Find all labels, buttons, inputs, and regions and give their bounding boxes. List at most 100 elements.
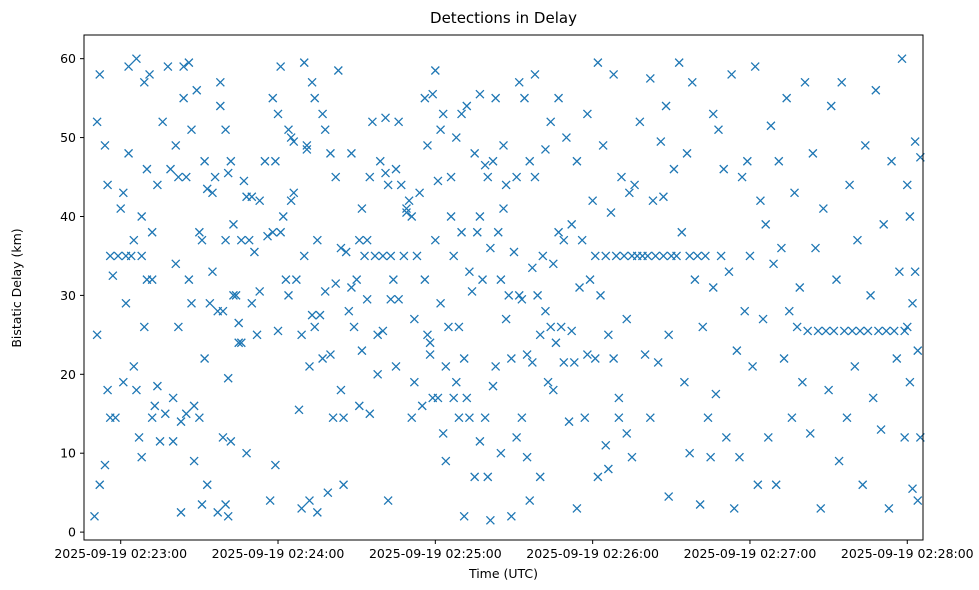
data-point	[194, 227, 204, 237]
data-point	[284, 290, 293, 300]
data-point	[103, 385, 113, 395]
data-point	[307, 310, 317, 320]
data-point	[682, 148, 692, 158]
data-point	[244, 235, 254, 245]
data-point	[527, 263, 537, 273]
data-point	[402, 208, 411, 217]
data-point	[551, 338, 561, 348]
data-point	[905, 377, 915, 387]
data-point	[176, 417, 186, 427]
data-point	[391, 361, 401, 371]
data-point	[336, 243, 346, 253]
data-point	[407, 413, 417, 423]
data-point	[472, 227, 482, 237]
data-point	[215, 77, 225, 87]
data-point	[276, 227, 286, 237]
data-point	[291, 275, 301, 285]
data-point	[236, 338, 246, 348]
data-point	[378, 326, 388, 336]
data-point	[202, 480, 212, 490]
data-point	[624, 188, 634, 198]
data-point	[299, 58, 309, 68]
data-point	[286, 133, 296, 143]
data-point	[383, 180, 393, 190]
data-point	[409, 314, 419, 324]
data-point	[517, 413, 527, 423]
data-point	[226, 156, 236, 166]
data-point	[441, 456, 451, 466]
data-point	[656, 137, 666, 146]
data-point	[685, 448, 695, 458]
data-point	[501, 314, 511, 324]
data-point	[443, 322, 453, 332]
data-point	[567, 219, 577, 229]
data-point	[567, 326, 577, 336]
data-point	[879, 219, 889, 229]
data-point	[451, 377, 461, 387]
y-tick-label: 60	[60, 51, 76, 66]
data-point	[860, 141, 870, 150]
data-point	[894, 267, 904, 277]
data-point	[171, 259, 181, 269]
data-point	[868, 393, 878, 403]
data-point	[139, 77, 149, 87]
data-point	[428, 89, 438, 99]
data-point	[724, 267, 734, 277]
data-point	[436, 125, 446, 135]
data-point	[535, 472, 545, 482]
data-point	[423, 141, 432, 150]
data-point	[622, 429, 632, 438]
data-point	[145, 69, 155, 79]
data-point	[611, 251, 621, 261]
data-point	[137, 251, 147, 261]
data-point	[357, 346, 367, 356]
data-point	[546, 117, 556, 127]
data-point	[362, 235, 372, 245]
data-point	[158, 117, 168, 127]
data-point	[784, 306, 794, 316]
data-point	[378, 251, 388, 261]
data-point	[163, 62, 173, 72]
x-tick-label: 2025-09-19 02:23:00	[54, 546, 187, 561]
data-point	[501, 180, 511, 190]
data-point	[651, 251, 661, 261]
data-point	[593, 58, 603, 68]
data-point	[449, 393, 459, 403]
data-point	[480, 160, 490, 170]
data-point	[221, 500, 231, 509]
data-point	[168, 436, 178, 446]
data-point	[470, 148, 480, 158]
data-point	[855, 326, 865, 336]
data-point	[286, 196, 296, 206]
data-point	[336, 385, 346, 395]
data-point	[506, 354, 516, 363]
data-point	[289, 137, 299, 146]
data-point	[805, 429, 815, 438]
data-point	[700, 251, 710, 261]
data-point	[800, 77, 810, 87]
data-point	[92, 117, 102, 127]
data-point	[530, 172, 540, 182]
data-point	[147, 275, 157, 285]
data-point	[129, 361, 139, 371]
data-point	[601, 440, 611, 450]
data-point	[876, 425, 886, 434]
data-point	[394, 294, 404, 304]
data-point	[561, 133, 571, 143]
y-axis-label: Bistatic Delay (km)	[9, 228, 24, 347]
data-point	[627, 452, 637, 462]
data-point	[194, 413, 204, 423]
data-point	[396, 180, 406, 190]
data-point	[658, 192, 668, 202]
data-point	[522, 350, 532, 360]
data-point	[404, 196, 414, 206]
data-point	[679, 377, 689, 387]
data-point	[881, 326, 891, 336]
data-point	[150, 401, 160, 411]
data-point	[674, 58, 684, 68]
data-point	[315, 310, 325, 320]
data-point	[129, 235, 139, 245]
data-point	[664, 330, 674, 340]
plot-frame	[83, 34, 924, 541]
data-point	[320, 286, 330, 296]
